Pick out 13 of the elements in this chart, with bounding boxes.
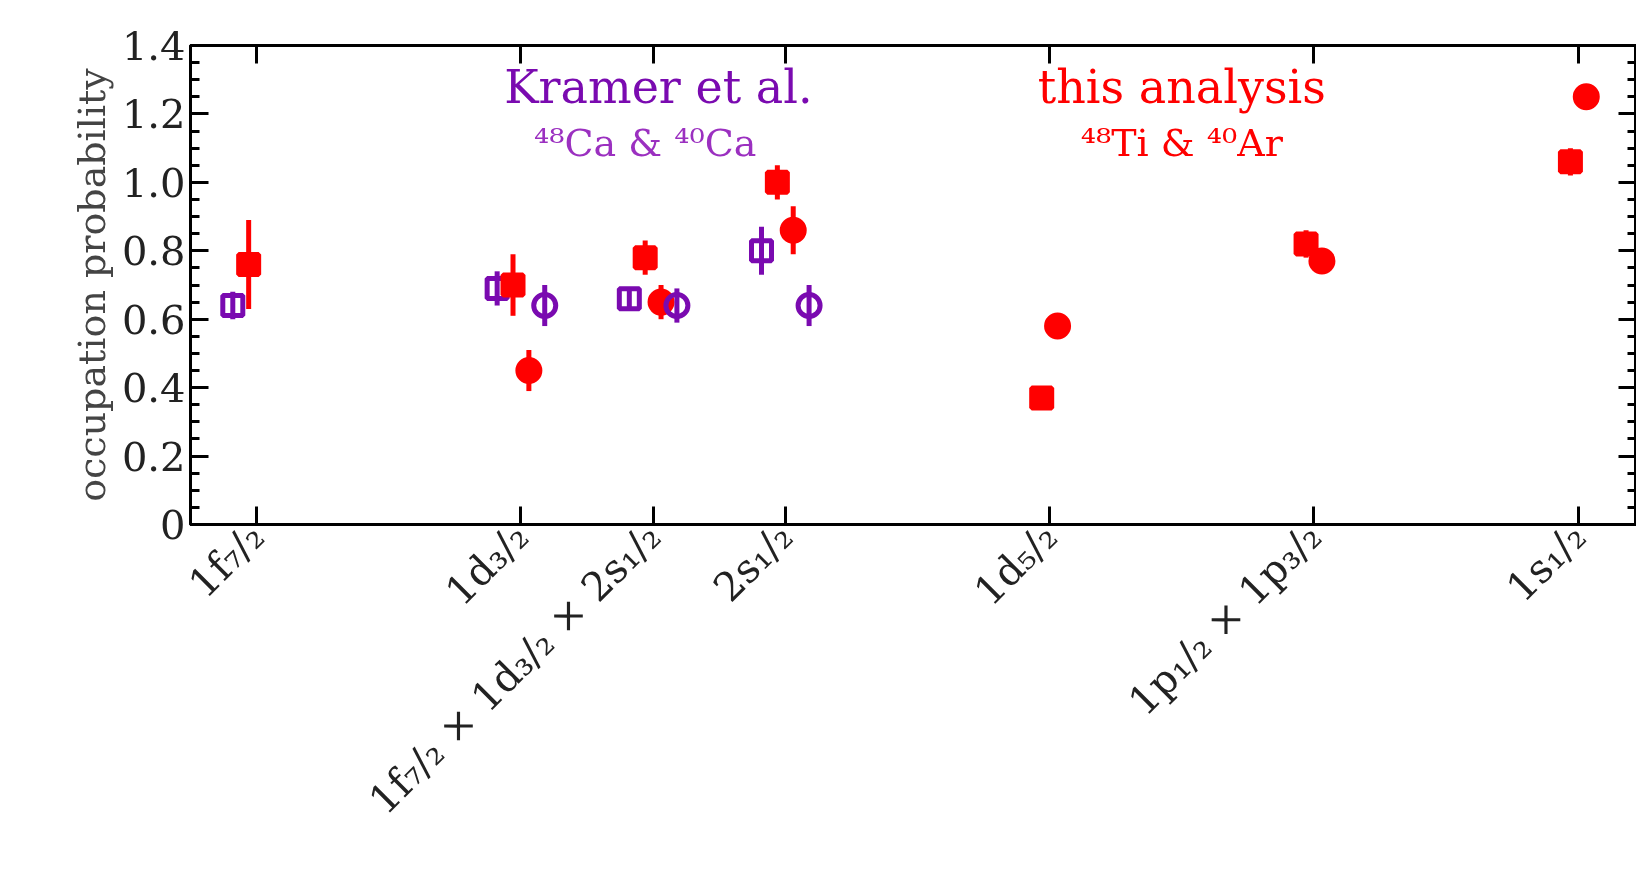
annotation: this analysis bbox=[1037, 59, 1326, 114]
annotation: ⁴⁸Ca & ⁴⁰Ca bbox=[533, 121, 757, 166]
annotation: ⁴⁸Ti & ⁴⁰Ar bbox=[1080, 121, 1284, 166]
y-tick-label: 0.6 bbox=[121, 296, 186, 343]
annotation: Kramer et al. bbox=[504, 59, 813, 114]
y-axis-title: occupation probability bbox=[69, 67, 114, 502]
y-tick-label: 0.8 bbox=[121, 228, 186, 275]
y-tick-label: 1.2 bbox=[121, 91, 186, 138]
y-tick-label: 0.2 bbox=[121, 433, 186, 480]
y-tick-label: 0.4 bbox=[121, 365, 186, 412]
y-tick-label: 1.4 bbox=[121, 23, 186, 69]
y-tick-label: 0 bbox=[160, 502, 186, 548]
y-tick-label: 1.0 bbox=[121, 159, 186, 206]
